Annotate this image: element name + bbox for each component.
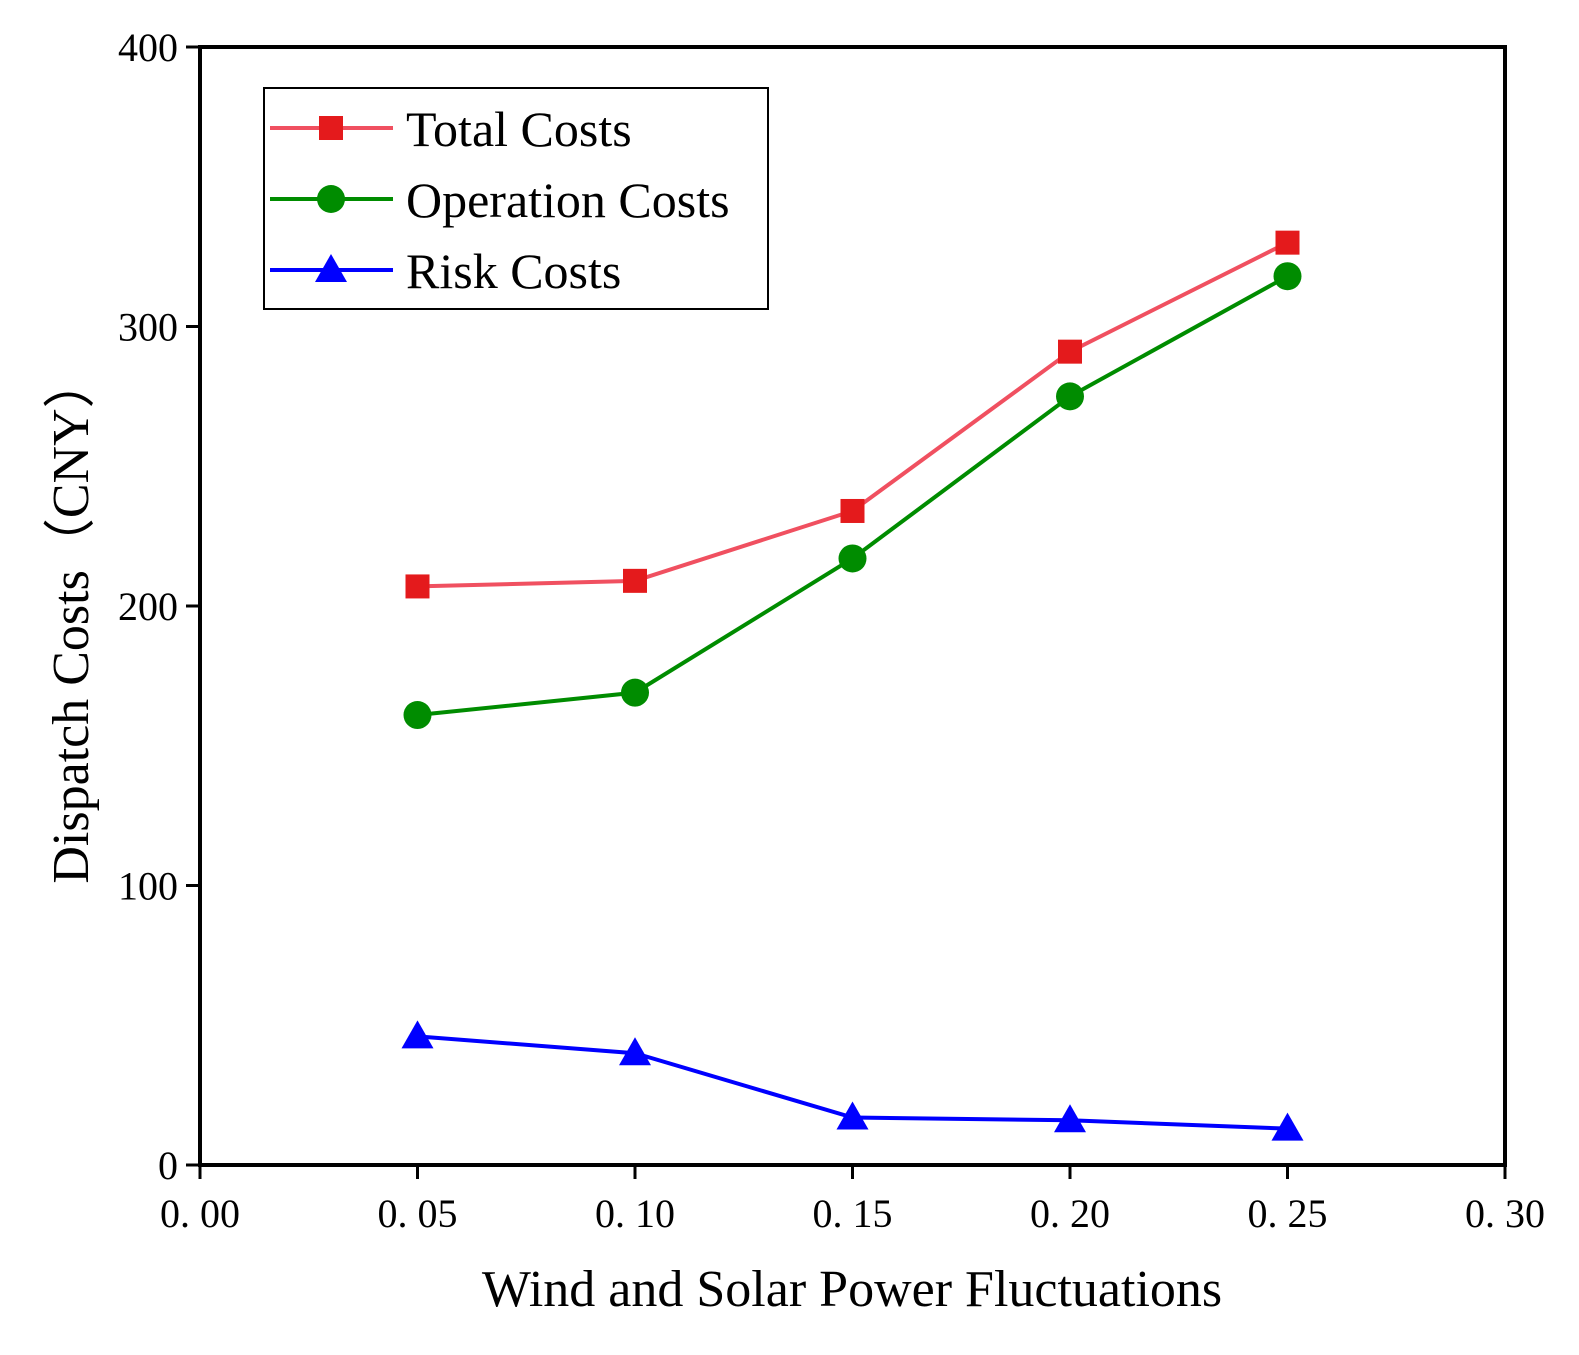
data-point [840, 498, 865, 523]
data-point [836, 1101, 869, 1130]
x-tick-label: 0. 15 [813, 1191, 893, 1236]
series-total-costs [405, 230, 1300, 599]
data-point [623, 568, 647, 593]
x-axis-title: Wind and Solar Power Fluctuations [482, 1261, 1222, 1318]
series-line [417, 274, 1289, 717]
legend-entry: Total Costs [270, 101, 632, 157]
y-tick-label: 300 [118, 305, 178, 350]
y-tick-label: 400 [118, 25, 178, 70]
data-point [1056, 382, 1084, 411]
data-point [403, 701, 432, 730]
data-point [1054, 1104, 1086, 1133]
legend: Total Costs Operation Costs Risk Costs [263, 87, 769, 310]
legend-label: Risk Costs [406, 243, 621, 299]
legend-marker [319, 116, 343, 140]
legend-label: Operation Costs [406, 172, 730, 228]
legend-marker [315, 254, 347, 282]
x-axis-ticks: 0. 00 0. 05 0. 10 0. 15 0. 20 0. 25 0. 30 [160, 1165, 1545, 1236]
data-point [1275, 230, 1300, 255]
data-point [1058, 339, 1082, 364]
legend-entry: Risk Costs [270, 243, 621, 299]
data-point [405, 574, 430, 599]
y-axis-title: Dispatch Costs（CNY） [43, 356, 100, 883]
y-tick-label: 100 [118, 864, 178, 909]
y-tick-label: 0 [158, 1143, 178, 1188]
data-point [1273, 262, 1302, 291]
legend-marker [317, 185, 345, 213]
data-point [401, 1020, 434, 1049]
data-point [1271, 1112, 1304, 1141]
legend-label: Total Costs [406, 101, 632, 157]
data-point [619, 1037, 651, 1066]
y-axis-ticks: 0 100 200 300 400 [118, 25, 200, 1188]
x-tick-label: 0. 00 [160, 1191, 240, 1236]
x-tick-label: 0. 10 [595, 1191, 675, 1236]
data-point [838, 544, 867, 573]
data-point [621, 678, 649, 707]
x-tick-label: 0. 05 [378, 1191, 458, 1236]
series-layer [401, 230, 1304, 1141]
y-tick-label: 200 [118, 584, 178, 629]
series-risk-costs [401, 1020, 1304, 1141]
series-operation-costs [403, 262, 1302, 730]
x-tick-label: 0. 30 [1465, 1191, 1545, 1236]
legend-entry: Operation Costs [270, 172, 730, 228]
x-tick-label: 0. 20 [1030, 1191, 1110, 1236]
x-tick-label: 0. 25 [1248, 1191, 1328, 1236]
